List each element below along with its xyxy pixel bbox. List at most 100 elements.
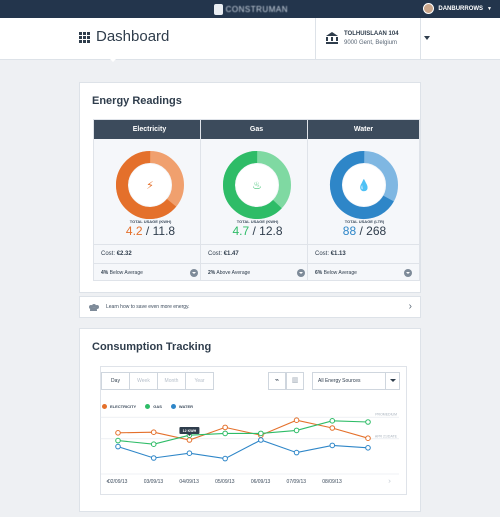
data-point: [186, 437, 193, 443]
energy-readings-title: Energy Readings: [92, 95, 182, 107]
logo-text: CONSTRUMAN: [225, 4, 288, 14]
bank-icon: [326, 32, 338, 44]
data-point: [293, 417, 300, 423]
page-title: Dashboard: [96, 28, 170, 45]
panel-electricity: Electricity ⚡ TOTAL USAGE (KWH) 4.2 / 11…: [93, 119, 206, 281]
logo-mark-icon: [214, 3, 223, 15]
consumption-title: Consumption Tracking: [92, 341, 212, 353]
reference-line-label: APR 21/DATE: [375, 434, 398, 438]
energy-source-value: All Energy Sources: [318, 378, 361, 384]
panel-title: Gas: [201, 120, 312, 139]
water-drop-icon: 💧: [357, 179, 371, 192]
usage-donut-arc: [116, 151, 184, 219]
line-chart-button[interactable]: ⌁: [268, 372, 286, 390]
chart-legend: ELECTRICITY GAS WATER: [102, 404, 193, 409]
cost-row: Cost: €1.47: [201, 244, 312, 263]
data-point: [115, 443, 121, 450]
average-row: 6% Below Average: [308, 263, 419, 281]
data-point: [258, 437, 264, 443]
range-day-button[interactable]: Day: [102, 373, 130, 389]
expand-details-button[interactable]: [190, 269, 198, 277]
bar-chart-button[interactable]: ▥: [286, 372, 304, 390]
flame-icon: ♨: [252, 179, 262, 192]
chevron-right-icon: ›: [388, 477, 391, 486]
data-point: [329, 425, 336, 431]
x-tick-label: 02/09/13: [108, 479, 128, 485]
chevron-down-icon: [424, 36, 430, 40]
cost-row: Cost: €2.32: [94, 244, 205, 263]
panel-gas: Gas ♨ TOTAL USAGE (KWH) 4.7 / 12.8 Cost:…: [200, 119, 313, 281]
data-point: [150, 429, 157, 436]
header-pointer: [108, 57, 118, 62]
x-tick-label: 06/09/13: [251, 479, 271, 485]
chevron-right-icon: ›: [408, 301, 412, 312]
energy-tip-link[interactable]: Learn how to save even more energy. ›: [79, 296, 421, 318]
data-point: [150, 455, 157, 461]
x-tick-label: 08/09/13: [322, 479, 342, 485]
lightning-icon: ⚡: [146, 179, 154, 192]
data-point: [365, 435, 371, 442]
usage-value: 4.2 / 11.8: [125, 224, 176, 238]
data-point: [115, 430, 121, 436]
energy-source-select[interactable]: All Energy Sources: [312, 372, 400, 390]
panel-title: Water: [308, 120, 419, 139]
address-dropdown-button[interactable]: [420, 18, 434, 60]
x-tick-label: 05/09/13: [215, 479, 235, 485]
data-point: [329, 442, 336, 449]
data-point: [150, 441, 157, 448]
data-point: [186, 450, 193, 457]
usage-donut: ⚡: [116, 151, 184, 219]
data-point: [222, 424, 228, 431]
x-tick-label: 04/09/13: [179, 479, 199, 485]
data-point: [365, 445, 371, 451]
chevron-down-icon: [385, 373, 399, 389]
usage-label: TOTAL USAGE (KWH): [129, 219, 172, 224]
user-avatar: [423, 3, 435, 14]
usage-donut: ♨: [223, 151, 291, 219]
tooltip-arrow: [187, 434, 192, 436]
x-tick-label: 07/09/13: [287, 479, 307, 485]
reference-line-label: PROMEDIUM: [375, 413, 397, 417]
energy-tip-text: Learn how to save even more energy.: [106, 304, 190, 310]
legend-item-gas[interactable]: GAS: [145, 404, 162, 409]
address-line-1: TOLHUISLAAN 104: [344, 31, 399, 37]
user-name: DANBURROWS: [438, 5, 484, 12]
legend-item-water[interactable]: WATER: [170, 404, 193, 409]
tooltip-text: 12 KWH: [183, 429, 197, 433]
line-chart-icon: ⌁: [274, 377, 280, 384]
usage-donut-arc: [330, 151, 398, 219]
address-line-2: 9000 Gent, Belgium: [344, 40, 398, 46]
consumption-line-chart: PROMEDIUM APR 21/DATE 02/09/13 03/09/13 04/0…: [100, 413, 399, 486]
top-bar: CONSTRUMAN DANBURROWS ▼: [0, 0, 500, 18]
range-month-button[interactable]: Month: [158, 373, 186, 389]
logo[interactable]: CONSTRUMAN: [214, 3, 288, 15]
data-point: [222, 430, 228, 437]
panel-water: Water 💧 TOTAL USAGE (LTR) 88 / 268 Cost:…: [307, 119, 420, 281]
series-line-electricity: [117, 419, 369, 441]
panel-title: Electricity: [94, 120, 205, 139]
range-year-button[interactable]: Year: [194, 378, 205, 384]
usage-value: 4.7 / 12.8: [232, 224, 283, 238]
usage-label: TOTAL USAGE (LTR): [344, 219, 385, 224]
range-week-button[interactable]: Week: [130, 373, 158, 389]
grid-icon[interactable]: [79, 32, 90, 43]
data-point: [365, 419, 371, 425]
data-point: [329, 418, 336, 424]
address-selector[interactable]: TOLHUISLAAN 104 9000 Gent, Belgium: [315, 18, 420, 60]
data-point: [115, 437, 121, 444]
x-tick-label: 03/09/13: [144, 479, 164, 485]
chart-container: [100, 366, 407, 495]
data-point: [222, 455, 228, 462]
expand-details-button[interactable]: [297, 269, 305, 277]
series-line-gas: [117, 420, 369, 445]
tooltip: [179, 427, 200, 434]
range-selector: Day Week Month Year: [101, 372, 214, 390]
legend-item-electricity[interactable]: ELECTRICITY: [102, 404, 136, 409]
usage-label: TOTAL USAGE (KWH): [236, 219, 279, 224]
cost-row: Cost: €1.13: [308, 244, 419, 263]
average-row: 4% Below Average: [94, 263, 205, 281]
user-menu[interactable]: DANBURROWS ▼: [423, 3, 492, 14]
expand-details-button[interactable]: [404, 269, 412, 277]
chevron-down-icon: ▼: [487, 5, 492, 12]
data-point: [293, 427, 300, 434]
